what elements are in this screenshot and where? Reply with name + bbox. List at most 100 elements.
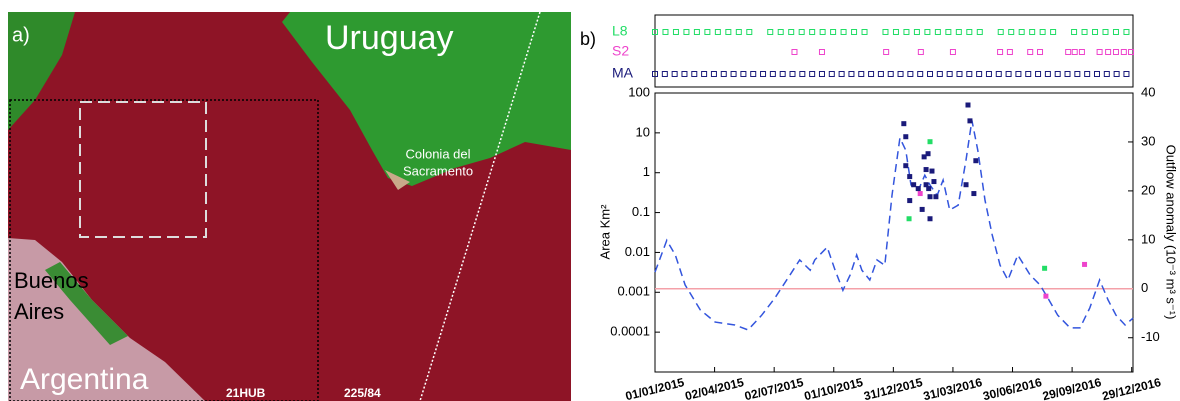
acquisition-mark <box>818 71 825 77</box>
map-panel: a) Uruguay Colonia del Sacramento Buenos… <box>8 11 571 401</box>
acquisition-mark <box>652 29 658 35</box>
acquisition-mark <box>848 71 855 77</box>
acquisition-mark <box>791 49 798 55</box>
acquisition-mark <box>740 71 747 77</box>
acquisition-mark <box>1081 29 1088 35</box>
acquisition-mark <box>1029 29 1036 35</box>
acquisition-mark <box>1065 49 1072 55</box>
acquisition-mark <box>956 71 963 77</box>
y2-tick-label: -10 <box>1141 329 1160 344</box>
acquisition-mark <box>720 71 727 77</box>
point <box>921 154 927 160</box>
acquisition-mark <box>714 29 721 35</box>
country-label: Uruguay <box>325 19 454 57</box>
point <box>963 182 969 188</box>
acquisition-mark <box>1005 71 1012 77</box>
y-tick-label: 0.1 <box>632 204 650 219</box>
y2-axis-label: Outflow anomaly (10⁻³ m³ s⁻¹) <box>1164 145 1179 320</box>
acquisition-mark <box>985 71 992 77</box>
point <box>917 191 923 197</box>
strip-label: L8 <box>612 23 628 39</box>
city-label: Buenos <box>14 268 89 293</box>
y-tick-label: 0.01 <box>625 244 650 259</box>
point <box>923 182 929 188</box>
y-tick-label: 10 <box>636 124 650 139</box>
acquisition-mark <box>1084 71 1091 77</box>
acquisition-mark <box>1123 71 1130 77</box>
acquisition-mark <box>1123 29 1130 35</box>
land <box>45 262 128 345</box>
acquisition-mark <box>704 29 711 35</box>
city-label: Colonia del <box>405 146 470 161</box>
acquisition-mark <box>681 71 688 77</box>
acquisition-mark <box>868 71 875 77</box>
x-tick-label: 02/07/2015 <box>743 375 805 401</box>
acquisition-mark <box>725 29 732 35</box>
point <box>971 191 977 197</box>
acquisition-mark <box>1074 71 1081 77</box>
acquisition-mark <box>887 71 894 77</box>
point <box>927 139 933 145</box>
city-label: Sacramento <box>403 163 473 178</box>
acquisition-mark <box>858 71 865 77</box>
acquisition-mark <box>819 29 826 35</box>
acquisition-mark <box>1071 49 1078 55</box>
acquisition-mark <box>701 71 708 77</box>
x-tick-label: 01/01/2015 <box>624 375 686 401</box>
strip-label: S2 <box>612 43 629 59</box>
acquisition-mark <box>936 71 943 77</box>
acquisition-mark <box>671 71 678 77</box>
acquisition-mark <box>1112 49 1119 55</box>
acquisition-mark <box>779 71 786 77</box>
acquisition-mark <box>1027 49 1034 55</box>
point <box>927 194 933 200</box>
tile-label: 21HUB <box>226 386 266 400</box>
acquisition-mark <box>1105 49 1112 55</box>
acquisition-mark <box>1050 29 1057 35</box>
acquisition-mark <box>767 29 774 35</box>
acquisition-mark <box>1071 29 1078 35</box>
acquisition-mark <box>1037 49 1044 55</box>
zoom-box <box>79 101 207 238</box>
acquisition-mark <box>946 71 953 77</box>
acquisition-mark <box>892 29 899 35</box>
point <box>933 194 939 200</box>
x-tick-label: 02/04/2015 <box>684 375 746 401</box>
x-tick-label: 31/12/2015 <box>862 375 924 401</box>
acquisition-mark <box>1112 29 1119 35</box>
acquisition-mark <box>683 29 690 35</box>
acquisition-mark <box>828 71 835 77</box>
point <box>926 186 932 192</box>
acquisition-mark <box>662 29 669 35</box>
acquisition-mark <box>672 29 679 35</box>
y-axis-label: Area Km² <box>597 204 612 260</box>
acquisition-mark <box>1102 29 1109 35</box>
acquisition-mark <box>1092 29 1099 35</box>
acquisition-mark <box>1006 49 1013 55</box>
acquisition-mark <box>917 71 924 77</box>
acquisition-mark <box>955 29 962 35</box>
acquisition-mark <box>693 29 700 35</box>
acquisition-mark <box>934 29 941 35</box>
point <box>1082 261 1088 267</box>
acquisition-mark <box>997 49 1004 55</box>
point <box>911 182 917 188</box>
acquisition-mark <box>1044 71 1051 77</box>
x-tick-label: 29/12/2016 <box>1101 375 1163 401</box>
point <box>929 168 935 174</box>
acquisition-mark <box>1054 71 1061 77</box>
land <box>8 12 75 130</box>
acquisition-mark <box>903 29 910 35</box>
strip-label: MA <box>612 65 634 81</box>
point <box>931 179 937 185</box>
acquisition-mark <box>917 49 924 55</box>
point <box>973 158 979 164</box>
acquisition-mark <box>777 29 784 35</box>
acquisition-mark <box>798 29 805 35</box>
x-tick-label: 31/03/2016 <box>922 375 984 401</box>
acquisition-mark <box>840 29 847 35</box>
point <box>903 163 909 169</box>
y2-tick-label: 0 <box>1141 280 1148 295</box>
acquisition-mark <box>913 29 920 35</box>
country-label: Argentina <box>20 363 149 396</box>
